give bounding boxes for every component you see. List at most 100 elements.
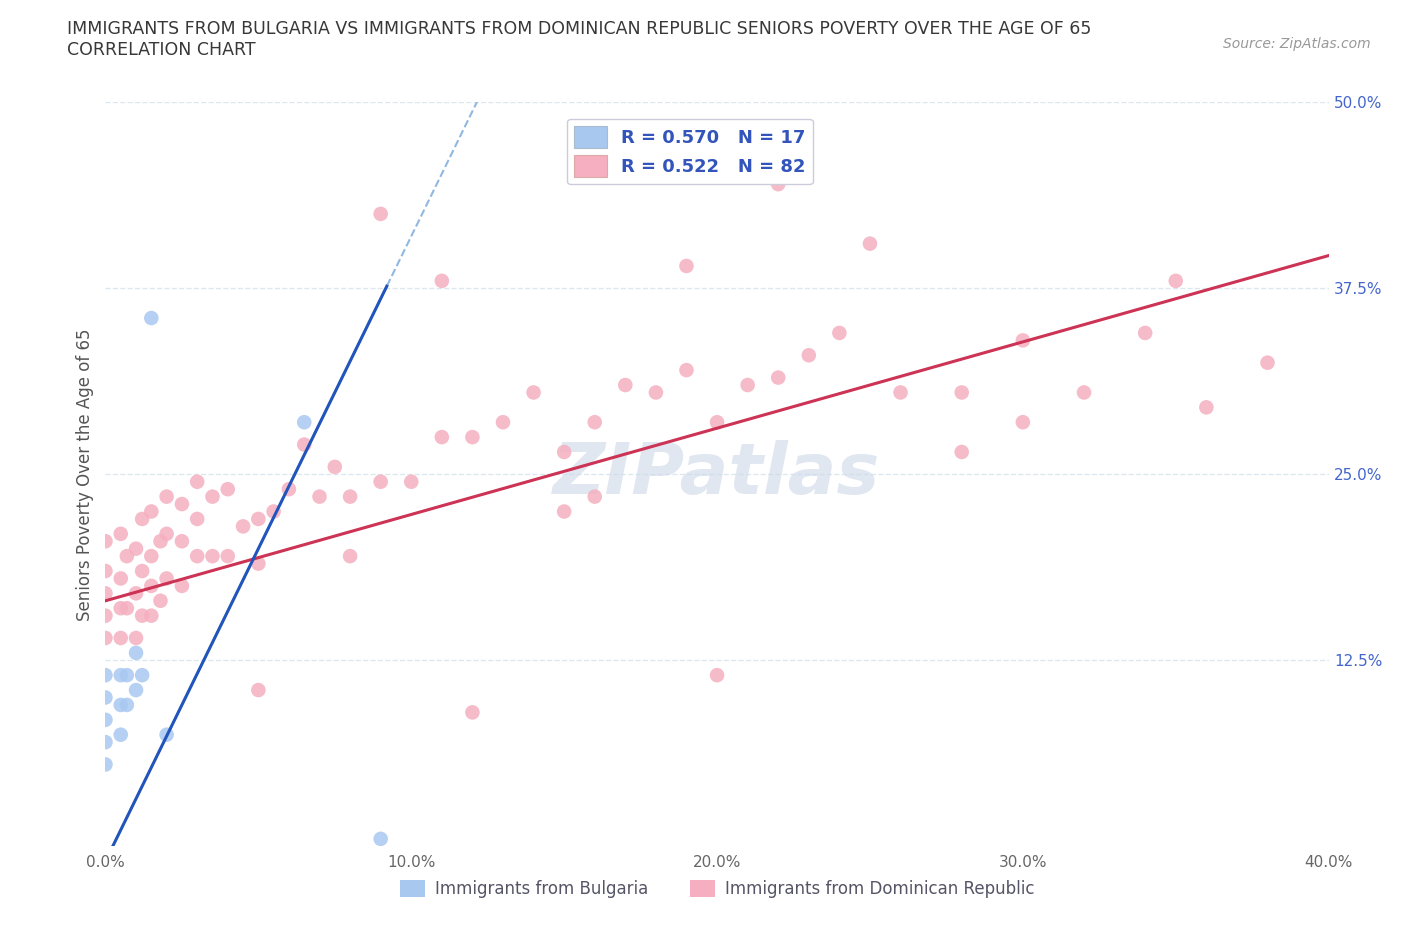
Point (110, 668, 132, 683)
Point (94, 608, 117, 623)
Point (583, 415, 606, 430)
Point (149, 534, 172, 549)
Point (186, 512, 208, 526)
Point (583, 489, 606, 504)
Point (115, 601, 138, 616)
Point (131, 564, 153, 578)
Point (141, 608, 163, 623)
Point (94, 631, 117, 645)
Point (201, 549, 224, 564)
Point (706, 415, 728, 430)
Point (125, 586, 148, 601)
Point (110, 727, 132, 742)
Point (149, 593, 172, 608)
Point (950, 445, 973, 459)
Point (706, 668, 728, 683)
Point (170, 497, 193, 512)
Point (232, 519, 254, 534)
Point (141, 549, 163, 564)
Point (217, 549, 239, 564)
Point (1011, 415, 1033, 430)
Point (110, 601, 132, 616)
Point (401, 474, 423, 489)
Point (115, 668, 138, 683)
Point (323, 459, 346, 474)
Point (1164, 273, 1187, 288)
Point (186, 474, 208, 489)
Point (292, 415, 315, 430)
Point (523, 385, 546, 400)
Point (339, 549, 361, 564)
Point (125, 541, 148, 556)
Point (614, 378, 637, 392)
Point (675, 259, 697, 273)
Point (1011, 333, 1033, 348)
Point (768, 370, 790, 385)
Legend: Immigrants from Bulgaria, Immigrants from Dominican Republic: Immigrants from Bulgaria, Immigrants fro… (394, 873, 1040, 905)
Point (768, 177, 790, 192)
Point (155, 727, 177, 742)
Point (553, 504, 575, 519)
Point (201, 489, 224, 504)
Point (115, 698, 138, 712)
Point (553, 445, 575, 459)
Point (859, 236, 882, 251)
Point (94, 690, 117, 705)
Point (461, 430, 484, 445)
Point (1073, 385, 1095, 400)
Point (125, 631, 148, 645)
Point (94, 564, 117, 578)
Point (155, 526, 177, 541)
Point (155, 489, 177, 504)
Point (186, 549, 208, 564)
Point (125, 683, 148, 698)
Point (217, 482, 239, 497)
Point (370, 474, 392, 489)
Text: CORRELATION CHART: CORRELATION CHART (67, 41, 256, 59)
Point (308, 489, 330, 504)
Point (94, 735, 117, 750)
Point (461, 705, 484, 720)
Point (263, 504, 285, 519)
Point (141, 578, 163, 593)
Point (94, 712, 117, 727)
Point (94, 534, 117, 549)
Point (115, 549, 138, 564)
Point (110, 526, 132, 541)
Point (125, 645, 148, 660)
Text: Source: ZipAtlas.com: Source: ZipAtlas.com (1223, 37, 1371, 51)
Point (430, 273, 453, 288)
Point (1195, 400, 1218, 415)
Point (141, 311, 163, 325)
Point (370, 831, 392, 846)
Point (131, 512, 153, 526)
Point (675, 363, 697, 378)
Point (828, 326, 851, 340)
Point (110, 698, 132, 712)
Point (278, 482, 301, 497)
Point (1133, 326, 1156, 340)
Point (247, 683, 270, 698)
Point (292, 437, 315, 452)
Point (430, 430, 453, 445)
Point (737, 378, 759, 392)
Point (889, 385, 911, 400)
Y-axis label: Seniors Poverty Over the Age of 65: Seniors Poverty Over the Age of 65 (76, 328, 94, 620)
Point (170, 578, 193, 593)
Point (110, 571, 132, 586)
Point (131, 608, 153, 623)
Point (370, 206, 392, 221)
Point (950, 385, 973, 400)
Point (247, 512, 270, 526)
Text: ZIPatlas: ZIPatlas (554, 440, 880, 509)
Point (110, 631, 132, 645)
Point (170, 534, 193, 549)
Point (797, 348, 820, 363)
Point (247, 556, 270, 571)
Point (141, 504, 163, 519)
Point (1256, 355, 1278, 370)
Point (131, 668, 153, 683)
Point (339, 489, 361, 504)
Point (94, 757, 117, 772)
Text: IMMIGRANTS FROM BULGARIA VS IMMIGRANTS FROM DOMINICAN REPUBLIC SENIORS POVERTY O: IMMIGRANTS FROM BULGARIA VS IMMIGRANTS F… (67, 20, 1092, 38)
